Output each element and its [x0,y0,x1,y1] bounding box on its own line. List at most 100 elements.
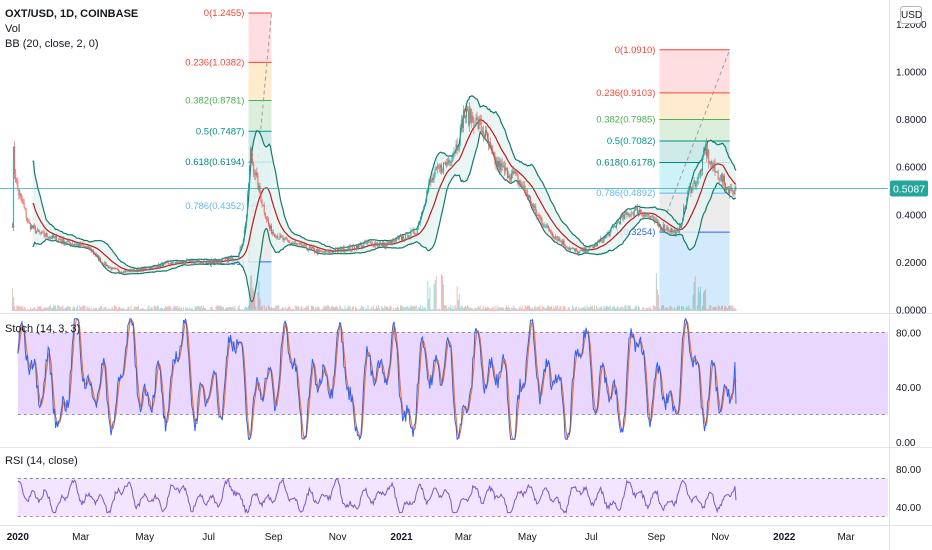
candle [649,215,651,219]
volume-bar [651,309,653,311]
volume-bar [723,309,724,311]
candle-body [310,247,312,249]
candle-body [99,258,101,261]
candle-body [719,179,721,181]
volume-bar [505,305,507,311]
volume-bar [730,305,732,311]
candle [612,225,614,229]
volume-bar [168,305,170,311]
candle-body [712,166,714,169]
volume-bar [377,307,378,311]
volume-bar [68,306,70,311]
candle-body [303,244,305,247]
candle-body [283,237,285,240]
candle-body [502,165,504,167]
volume-bar [677,307,679,311]
candle [582,247,584,253]
volume-bar [368,309,370,311]
volume-bar [13,297,15,311]
candle [296,242,298,246]
volume-bar [172,308,174,311]
candle [49,236,51,240]
volume-bar [271,306,273,311]
candle [713,160,715,172]
candle [632,210,634,218]
stoch-axis-tick: 40.00 [896,383,921,394]
candle-body [436,165,438,170]
volume-bar [369,308,371,311]
bb-indicator-label[interactable]: BB (20, close, 2, 0) [5,38,99,50]
candle [289,242,291,245]
volume-bar [524,305,526,311]
volume-bar [650,308,652,311]
candle [584,246,586,253]
candle-body [302,246,304,248]
symbol-title[interactable]: OXT/USD, 1D, COINBASE [5,8,139,20]
volume-bar [609,305,611,311]
candle [482,125,484,142]
candle-body [130,269,132,272]
candle-body [551,232,552,234]
candle [406,232,408,234]
volume-bar [438,308,440,311]
candle [348,244,350,249]
rsi-indicator-label[interactable]: RSI (14, close) [5,455,78,467]
vol-indicator-label[interactable]: Vol [5,23,21,35]
candle-body [70,243,72,245]
candle-body [620,216,622,225]
volume-bar [305,306,307,311]
volume-bar [293,308,295,311]
candle-body [176,261,178,263]
candle-body [107,265,109,268]
candle-body [706,144,708,157]
candle [694,180,696,190]
volume-bar [533,308,535,311]
volume-bar [97,309,99,311]
volume-bar [589,305,591,311]
candle-body [135,270,137,272]
volume-bar [488,307,490,311]
volume-bar [495,305,497,311]
volume-bar [30,307,31,311]
candle-body [343,246,345,252]
candle-body [106,265,108,266]
candle [421,211,422,221]
candle [173,263,175,266]
currency-button[interactable]: USD [900,6,922,24]
volume-bar [75,309,76,311]
volume-bar [405,307,407,311]
candle-body [666,226,668,230]
candle-body [542,224,544,226]
volume-bar [342,308,344,311]
volume-bar [355,306,356,311]
candle [685,205,687,212]
volume-bar [461,305,463,311]
candle-body [46,233,48,238]
volume-bar [670,306,672,311]
candle [653,216,655,225]
candle [703,147,704,160]
candle-body [495,159,497,166]
candle [105,262,107,267]
candle-body [401,236,402,241]
candle-body [405,233,407,240]
stoch-indicator-label[interactable]: Stoch (14, 3, 3) [5,323,81,335]
candle-body [445,162,447,165]
candle [313,246,314,251]
candle [338,247,340,253]
candle-body [479,120,481,123]
candle [169,263,171,267]
candle [261,199,263,208]
candle [538,212,540,220]
volume-bar [154,306,156,311]
candle [565,245,567,249]
candle-body [80,242,82,246]
volume-bar [565,309,567,311]
volume-bar [117,309,118,311]
candle [281,234,283,238]
candle [382,240,384,249]
candle-body [188,259,190,262]
candle [317,247,319,256]
candle [305,243,307,250]
